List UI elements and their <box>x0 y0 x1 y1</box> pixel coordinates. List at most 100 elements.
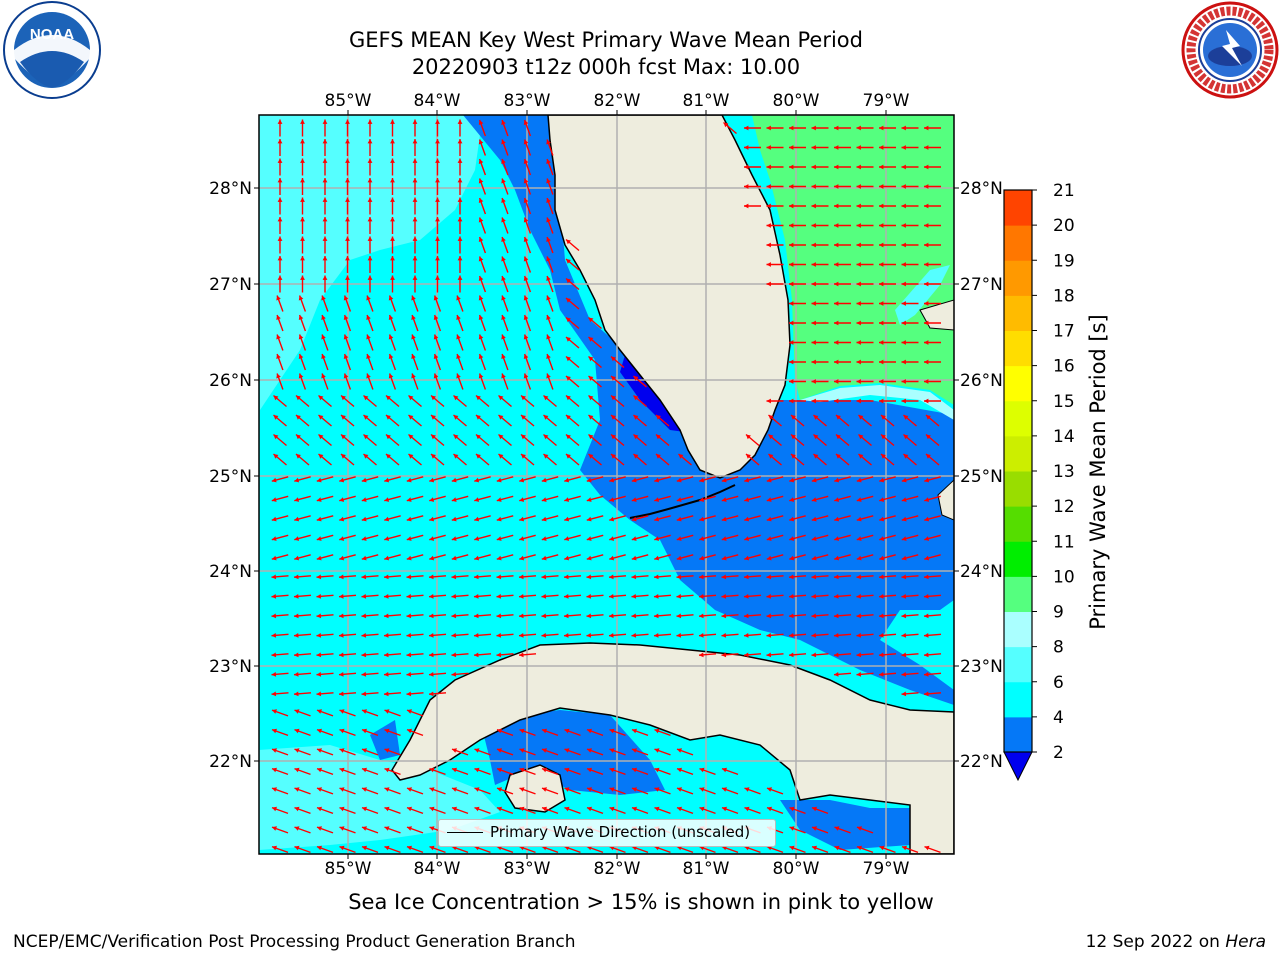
wave-arrow-head <box>317 748 322 753</box>
wave-arrow-head <box>496 497 502 502</box>
wave-arrow-head <box>811 398 816 404</box>
colorbar-segment <box>1004 506 1032 542</box>
wave-arrow-head <box>386 415 391 420</box>
wave-arrow-head <box>699 497 705 502</box>
wave-arrow-head <box>478 334 484 340</box>
wave-arrow-head <box>789 301 794 306</box>
wave-arrow-head <box>361 555 367 561</box>
wave-arrow-head <box>766 613 772 619</box>
wave-arrow-head <box>478 276 484 281</box>
wave-arrow-head <box>766 281 771 287</box>
wave-arrow-head <box>276 295 281 301</box>
wave-arrow-head <box>654 728 660 734</box>
wave-arrow-head <box>791 415 796 420</box>
wave-arrow-head <box>656 434 661 440</box>
wave-arrow-head <box>322 236 328 241</box>
wave-arrow-head <box>277 139 283 144</box>
wave-arrow-head <box>478 237 484 242</box>
wave-arrow-head <box>341 454 346 459</box>
wave-arrow-head <box>277 158 283 163</box>
lat-labels-right: 28°N 27°N 26°N 25°N 24°N 23°N 22°N <box>960 179 1003 772</box>
wave-arrow-head <box>901 301 906 306</box>
wave-arrow-head <box>744 594 749 599</box>
wave-arrow-head <box>519 536 525 541</box>
wave-arrow-head <box>339 555 345 561</box>
wave-arrow-head <box>451 594 457 599</box>
wave-arrow-head <box>924 613 929 619</box>
wave-arrow-head <box>296 395 301 401</box>
map-plot-area <box>259 115 954 854</box>
wave-arrow-head <box>924 536 930 541</box>
lon-label-top: 82°W <box>594 91 641 111</box>
wave-arrow-head <box>456 354 461 359</box>
wave-arrow-head <box>501 217 506 223</box>
noaa-logo: NOAA <box>3 1 101 99</box>
wave-arrow-head <box>834 262 839 267</box>
wave-arrow-head <box>586 574 592 580</box>
sea-ice-note: Sea Ice Concentration > 15% is shown in … <box>348 890 934 914</box>
wave-arrow-head <box>834 555 840 561</box>
wave-arrow-head <box>811 652 817 658</box>
wave-arrow-head <box>856 359 861 365</box>
wave-arrow-head <box>341 395 346 401</box>
wave-arrow-head <box>722 787 727 792</box>
lon-label-bottom: 79°W <box>863 859 910 879</box>
wave-arrow-head <box>435 217 440 222</box>
wave-arrow-head <box>343 354 349 359</box>
wave-band-2-4-w <box>370 720 400 760</box>
wave-arrow-head <box>317 826 322 831</box>
wave-arrow-head <box>879 845 885 851</box>
wave-arrow-head <box>541 574 547 580</box>
wave-arrow-head <box>766 398 771 404</box>
wave-arrow-head <box>924 125 929 131</box>
wave-arrow-head <box>789 379 794 384</box>
wave-arrow-head <box>901 262 906 267</box>
wave-arrow-head <box>271 613 277 619</box>
wave-arrow-head <box>316 497 322 502</box>
wave-arrow-head <box>501 295 506 301</box>
lat-label-left: 25°N <box>209 467 252 487</box>
wave-arrow-head <box>856 652 862 658</box>
wave-arrow-head <box>836 415 841 420</box>
wave-arrow-head <box>856 203 861 209</box>
wave-arrow-head <box>406 672 412 677</box>
wave-arrow-head <box>811 223 816 228</box>
wave-arrow-head <box>811 613 817 619</box>
wave-arrow-head <box>766 223 771 228</box>
wave-arrow-head <box>412 178 418 183</box>
wave-arrow-head <box>451 516 457 522</box>
wave-arrow-head <box>546 354 551 359</box>
wave-arrow-head <box>277 275 283 280</box>
wave-arrow-head <box>654 594 659 599</box>
wave-arrow-head <box>699 652 704 658</box>
wave-arrow-head <box>789 164 794 170</box>
wave-arrow-head <box>431 454 436 459</box>
wave-arrow-head <box>633 376 639 381</box>
wave-arrow-head <box>609 594 614 599</box>
wave-arrow-head <box>294 477 300 483</box>
wave-arrow-head <box>501 354 506 359</box>
wave-arrow-head <box>541 555 547 561</box>
wave-arrow-head <box>451 477 457 483</box>
wave-arrow-head <box>322 275 328 280</box>
wave-arrow-head <box>411 295 416 301</box>
wave-arrow-head <box>766 633 772 638</box>
wave-arrow-head <box>523 354 529 359</box>
wave-arrow-head <box>677 748 682 753</box>
wave-arrow-head <box>435 275 440 280</box>
lat-label-right: 23°N <box>960 657 1003 677</box>
wave-arrow-head <box>924 497 930 502</box>
wave-arrow-head <box>902 845 907 851</box>
wave-arrow-head <box>429 594 434 599</box>
wave-arrow-head <box>496 652 502 658</box>
wave-arrow-head <box>789 516 795 522</box>
wave-arrow-head <box>478 315 484 320</box>
wave-arrow-head <box>789 281 794 287</box>
colorbar-tick-label: 4 <box>1053 708 1064 728</box>
wave-arrow-head <box>501 256 506 262</box>
wave-arrow-head <box>390 236 395 241</box>
wave-arrow-head <box>272 787 277 792</box>
wave-arrow-head <box>339 613 344 619</box>
wave-arrow-head <box>318 434 324 440</box>
wave-arrow-head <box>586 536 592 541</box>
